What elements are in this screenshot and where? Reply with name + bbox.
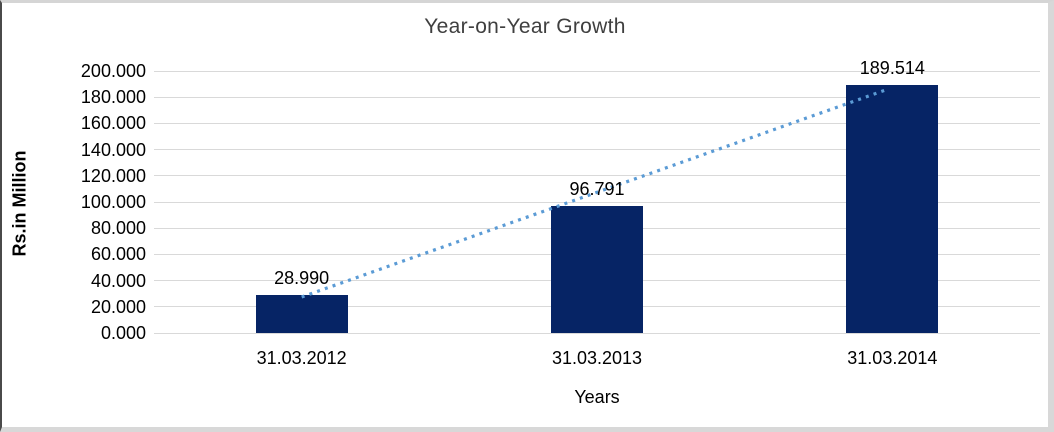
y-tick-label: 20.000 xyxy=(90,296,146,317)
y-tick-label: 80.000 xyxy=(90,218,146,239)
bar-31.03.2014 xyxy=(846,84,939,333)
bar-value-label: 28.990 xyxy=(274,268,330,289)
x-axis-title: Years xyxy=(574,387,620,407)
chart-title: Year-on-Year Growth xyxy=(424,15,626,38)
bar-31.03.2012 xyxy=(255,295,348,333)
bar-value-label: 189.514 xyxy=(859,57,925,78)
y-tick-label: 200.000 xyxy=(80,61,146,81)
x-category-label: 31.03.2013 xyxy=(551,348,643,368)
y-tick-label: 40.000 xyxy=(90,270,146,291)
y-tick-label: 60.000 xyxy=(90,244,146,265)
gridline xyxy=(154,332,1040,334)
y-tick-label: 100.000 xyxy=(80,192,146,212)
y-tick-label: 120.000 xyxy=(80,165,146,186)
x-category-label: 31.03.2014 xyxy=(847,348,938,368)
y-tick-label: 160.000 xyxy=(80,113,146,134)
bar-value-label: 96.791 xyxy=(569,179,625,200)
bar-31.03.2013 xyxy=(551,206,643,333)
gridline xyxy=(154,70,1040,72)
y-tick-label: 180.000 xyxy=(80,87,146,108)
y-tick-label: 0.000 xyxy=(100,323,146,343)
x-category-label: 31.03.2012 xyxy=(256,348,347,368)
y-tick-label: 140.000 xyxy=(80,139,146,160)
